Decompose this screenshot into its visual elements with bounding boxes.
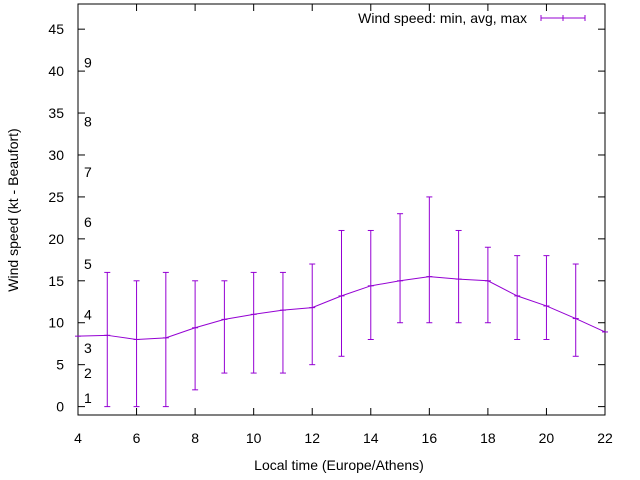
x-tick-label: 8 [191,430,199,446]
legend: Wind speed: min, avg, max [358,10,586,26]
y-tick-label: 0 [56,399,64,415]
y-tick-label: 5 [56,357,64,373]
y-tick-label: 45 [48,21,64,37]
beaufort-label: 4 [84,306,92,322]
legend-key [540,15,586,21]
x-tick-label: 16 [422,430,438,446]
y-tick-label: 15 [48,273,64,289]
beaufort-label: 8 [84,113,92,129]
y-tick-label: 30 [48,147,64,163]
x-tick-label: 14 [363,430,379,446]
legend-label: Wind speed: min, avg, max [358,10,527,26]
x-axis-title: Local time (Europe/Athens) [254,457,424,473]
y-tick-label: 40 [48,63,64,79]
beaufort-label: 7 [84,164,92,180]
beaufort-label: 5 [84,256,92,272]
x-tick-label: 12 [304,430,320,446]
x-tick-label: 20 [539,430,555,446]
x-tick-label: 10 [246,430,262,446]
x-tick-label: 22 [597,430,613,446]
beaufort-label: 6 [84,214,92,230]
y-tick-label: 10 [48,315,64,331]
y-axis-title: Wind speed (kt - Beaufort) [5,128,21,291]
x-tick-label: 4 [74,430,82,446]
beaufort-label: 9 [84,55,92,71]
x-tick-label: 6 [133,430,141,446]
beaufort-label: 1 [84,390,92,406]
beaufort-label: 3 [84,340,92,356]
series-line [75,276,608,341]
y-tick-label: 20 [48,231,64,247]
beaufort-scale: 1 2 3 4 5 6 7 8 9 [84,55,92,407]
y-tick-label: 25 [48,189,64,205]
error-bars [104,196,579,408]
beaufort-label: 2 [84,365,92,381]
y-tick-label: 35 [48,105,64,121]
plot-frame [77,3,606,416]
x-tick-label: 18 [480,430,496,446]
